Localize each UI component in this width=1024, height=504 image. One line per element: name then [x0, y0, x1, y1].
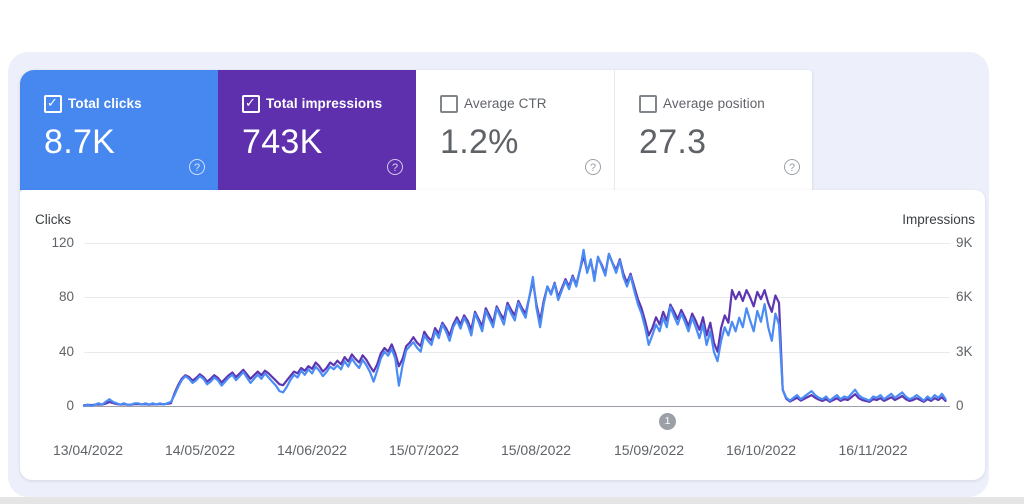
- metric-value: 27.3: [639, 123, 707, 161]
- gridline: [84, 297, 950, 298]
- help-icon[interactable]: ?: [387, 159, 403, 175]
- y-tick-right: 3K: [956, 344, 973, 359]
- metric-value: 1.2%: [440, 123, 519, 161]
- help-icon[interactable]: ?: [585, 159, 601, 175]
- y-tick-left: 120: [51, 235, 74, 250]
- impressions-line: [82, 252, 947, 407]
- x-axis-label: 16/11/2022: [838, 442, 908, 458]
- performance-chart: Clicks Impressions 120 80 40 0 9K 6K 3K …: [20, 190, 985, 480]
- total-impressions-card[interactable]: Total impressions 743K ?: [218, 70, 416, 190]
- total-clicks-card[interactable]: Total clicks 8.7K ?: [20, 70, 218, 190]
- metric-value: 743K: [242, 123, 323, 161]
- y-tick-left: 80: [58, 289, 74, 304]
- metric-value: 8.7K: [44, 123, 116, 161]
- total-clicks-checkbox[interactable]: [44, 95, 62, 113]
- performance-panel: Total clicks 8.7K ? Total impressions 74…: [8, 52, 989, 497]
- metric-label: Total clicks: [68, 96, 142, 111]
- help-icon[interactable]: ?: [784, 159, 800, 175]
- metrics-cards-row: Total clicks 8.7K ? Total impressions 74…: [20, 70, 812, 190]
- gridline: [84, 243, 950, 244]
- x-axis-line: [84, 405, 950, 407]
- chart-lines-svg[interactable]: [20, 190, 985, 480]
- x-axis-label: 16/10/2022: [725, 442, 797, 458]
- y-tick-left: 40: [58, 344, 74, 359]
- metric-label: Total impressions: [266, 96, 383, 111]
- average-ctr-card[interactable]: Average CTR 1.2% ?: [416, 70, 614, 190]
- x-axis-label: 14/06/2022: [276, 442, 348, 458]
- x-axis-label: 14/05/2022: [164, 442, 236, 458]
- annotation-marker[interactable]: 1: [659, 413, 676, 430]
- left-axis-title: Clicks: [35, 212, 71, 227]
- y-tick-left: 0: [66, 398, 74, 413]
- gridline: [84, 352, 950, 353]
- right-axis-title: Impressions: [902, 212, 975, 227]
- help-icon[interactable]: ?: [189, 159, 205, 175]
- total-impressions-checkbox[interactable]: [242, 95, 260, 113]
- average-position-card[interactable]: Average position 27.3 ?: [614, 70, 812, 190]
- x-axis-label: 15/08/2022: [500, 442, 572, 458]
- x-axis-label: 15/07/2022: [388, 442, 460, 458]
- page-bottom-edge: [0, 497, 1024, 504]
- average-ctr-checkbox[interactable]: [440, 95, 458, 113]
- metric-label: Average CTR: [464, 96, 547, 111]
- metric-label: Average position: [663, 96, 765, 111]
- y-tick-right: 6K: [956, 289, 973, 304]
- y-tick-right: 9K: [956, 235, 973, 250]
- x-axis-label: 13/04/2022: [52, 442, 124, 458]
- clicks-line: [82, 248, 947, 408]
- y-tick-right: 0: [956, 398, 964, 413]
- x-axis-label: 15/09/2022: [613, 442, 685, 458]
- average-position-checkbox[interactable]: [639, 95, 657, 113]
